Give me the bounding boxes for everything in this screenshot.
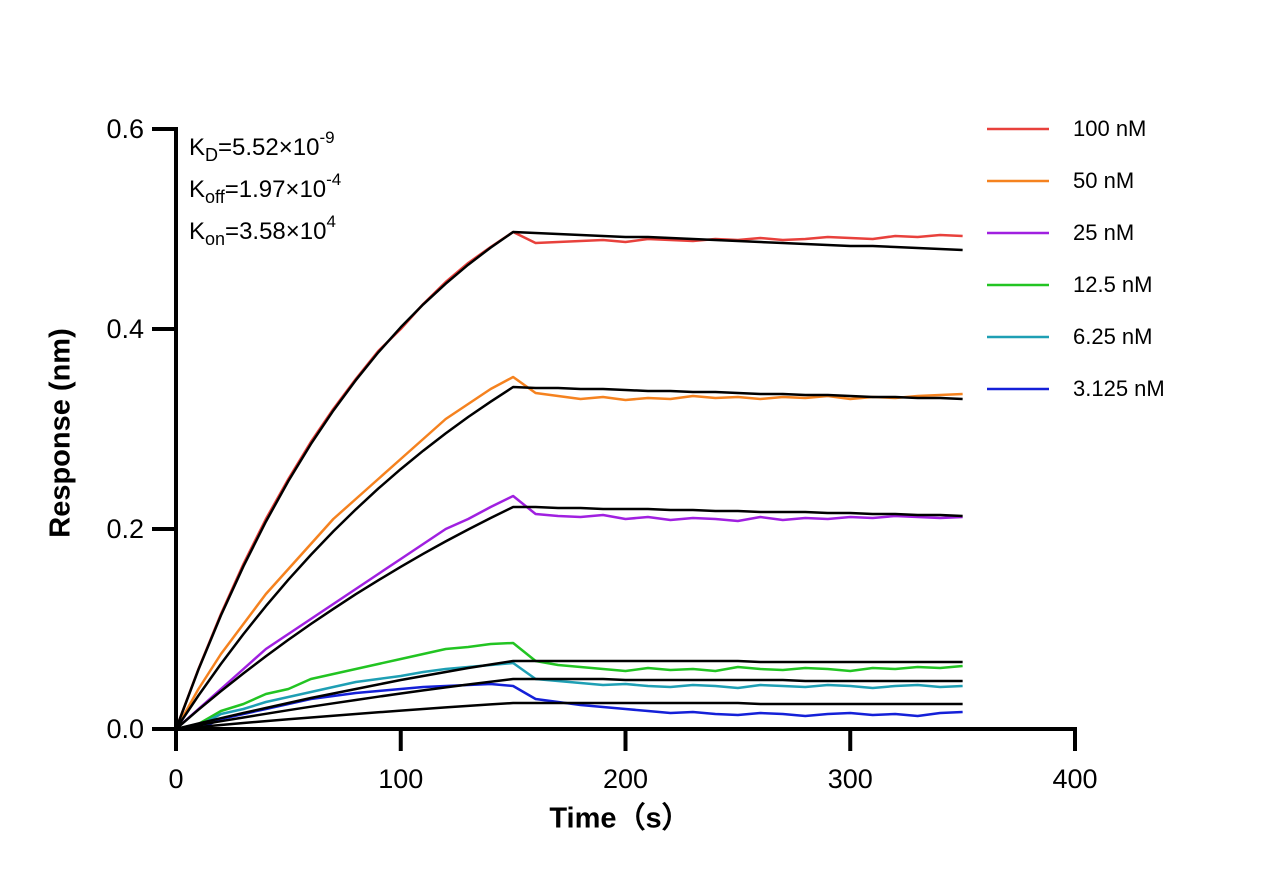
legend-label: 50 nM <box>1073 168 1134 193</box>
x-tick-label: 400 <box>1052 764 1097 794</box>
annotation-subscript: off <box>205 187 226 207</box>
data-line <box>175 641 963 731</box>
y-axis-title: Response (nm) <box>45 328 77 537</box>
annotation-text: =3.58×10 <box>225 218 326 245</box>
y-tick-label: 0.4 <box>106 314 144 344</box>
y-tick-label: 0.6 <box>106 114 144 144</box>
data-line <box>174 375 963 730</box>
fit-line <box>174 230 963 730</box>
annotation: Kon=3.58×104 <box>189 212 336 248</box>
annotation-exponent: -4 <box>326 170 341 189</box>
data-line <box>175 494 963 730</box>
legend-label: 3.125 nM <box>1073 376 1165 401</box>
annotation-text: =1.97×10 <box>225 176 326 203</box>
fit-line <box>175 659 963 731</box>
annotation-exponent: 4 <box>326 212 335 231</box>
annotation-symbol: K <box>189 134 205 161</box>
legend-label: 100 nM <box>1073 116 1146 141</box>
fit-line <box>174 385 963 730</box>
data-line <box>174 230 963 730</box>
annotation: KD=5.52×10-9 <box>189 128 335 164</box>
data-line <box>175 661 963 731</box>
x-tick-label: 100 <box>378 764 423 794</box>
fit-line <box>175 505 963 730</box>
annotation-exponent: -9 <box>319 128 334 147</box>
annotation-subscript: on <box>205 229 225 249</box>
x-tick-label: 0 <box>168 764 183 794</box>
x-axis-title: Time（s） <box>549 802 690 835</box>
fit-line <box>175 677 963 731</box>
annotation-subscript: D <box>205 145 218 165</box>
fit-line <box>175 701 963 731</box>
y-tick-label: 0.0 <box>106 714 144 744</box>
legend-label: 12.5 nM <box>1073 272 1153 297</box>
annotation: Koff=1.97×10-4 <box>189 170 341 206</box>
annotation-text: =5.52×10 <box>218 134 319 161</box>
data-line <box>176 682 963 731</box>
legend-label: 25 nM <box>1073 220 1134 245</box>
y-tick-label: 0.2 <box>106 514 144 544</box>
annotation-symbol: K <box>189 218 205 245</box>
legend-label: 6.25 nM <box>1073 324 1153 349</box>
annotation-symbol: K <box>189 176 205 203</box>
x-tick-label: 200 <box>603 764 648 794</box>
x-tick-label: 300 <box>828 764 873 794</box>
